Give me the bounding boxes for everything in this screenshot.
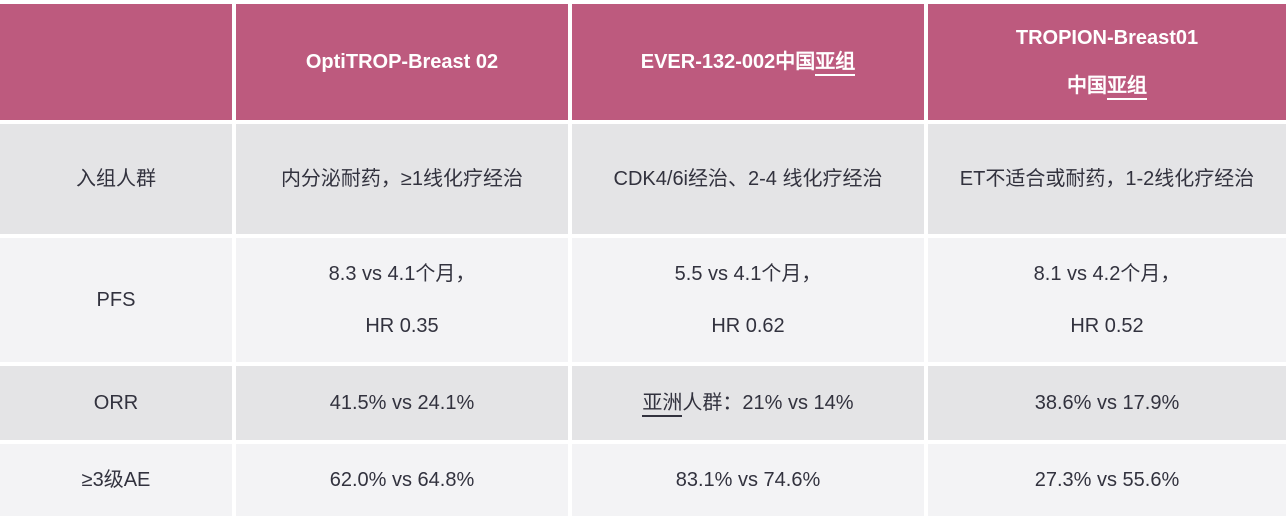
- header-tropion-line2: 中国亚组: [1067, 62, 1147, 110]
- row-pfs-label: PFS: [96, 289, 136, 311]
- row-orr-label-cell: ORR: [0, 366, 232, 440]
- header-blank-cell: [0, 4, 232, 120]
- row-ae-label-cell: ≥3级AE: [0, 444, 232, 516]
- population-ever-value: CDK4/6i经治、2-4 线化疗经治: [613, 168, 883, 190]
- row-population-label-cell: 入组人群: [0, 124, 232, 234]
- orr-tropion-value: 38.6% vs 17.9%: [1034, 392, 1180, 414]
- orr-optitrop-cell: 41.5% vs 24.1%: [236, 366, 568, 440]
- population-optitrop-cell: 内分泌耐药，≥1线化疗经治: [236, 124, 568, 234]
- ae-ever-cell: 83.1% vs 74.6%: [572, 444, 924, 516]
- ae-ever-value: 83.1% vs 74.6%: [675, 469, 821, 491]
- pfs-tropion-line1: 8.1 vs 4.2个月，: [1033, 263, 1181, 285]
- header-tropion: TROPION-Breast01 中国亚组: [928, 4, 1286, 120]
- ae-tropion-value: 27.3% vs 55.6%: [1034, 469, 1180, 491]
- pfs-tropion-line2: HR 0.52: [1070, 315, 1144, 337]
- pfs-tropion-cell: 8.1 vs 4.2个月， HR 0.52: [928, 238, 1286, 362]
- ae-optitrop-cell: 62.0% vs 64.8%: [236, 444, 568, 516]
- row-population-label: 入组人群: [76, 168, 156, 190]
- header-ever: EVER-132-002中国亚组: [572, 4, 924, 120]
- pfs-optitrop-line2: HR 0.35: [365, 315, 439, 337]
- row-pfs-label-cell: PFS: [0, 238, 232, 362]
- header-ever-label: EVER-132-002中国亚组: [641, 38, 856, 86]
- header-optitrop-label: OptiTROP-Breast 02: [305, 51, 499, 73]
- pfs-ever-line1: 5.5 vs 4.1个月，: [674, 263, 822, 285]
- header-ever-underlined-text: 亚组: [815, 51, 856, 76]
- orr-ever-cell: 亚洲人群：21% vs 14%: [572, 366, 924, 440]
- pfs-optitrop-cell: 8.3 vs 4.1个月， HR 0.35: [236, 238, 568, 362]
- trial-comparison-table: OptiTROP-Breast 02 EVER-132-002中国亚组 TROP…: [0, 4, 1286, 516]
- orr-ever-underlined-text: 亚洲: [642, 392, 683, 417]
- population-tropion-value: ET不适合或耐药，1-2线化疗经治: [959, 168, 1255, 190]
- orr-tropion-cell: 38.6% vs 17.9%: [928, 366, 1286, 440]
- ae-optitrop-value: 62.0% vs 64.8%: [329, 469, 475, 491]
- population-ever-cell: CDK4/6i经治、2-4 线化疗经治: [572, 124, 924, 234]
- header-tropion-line1: TROPION-Breast01: [1015, 27, 1199, 49]
- pfs-ever-cell: 5.5 vs 4.1个月， HR 0.62: [572, 238, 924, 362]
- header-tropion-underlined-text: 亚组: [1107, 75, 1147, 100]
- population-tropion-cell: ET不适合或耐药，1-2线化疗经治: [928, 124, 1286, 234]
- pfs-ever-line2: HR 0.62: [711, 315, 785, 337]
- orr-ever-value: 亚洲人群：21% vs 14%: [642, 377, 854, 429]
- row-ae-label: ≥3级AE: [81, 469, 151, 491]
- header-optitrop: OptiTROP-Breast 02: [236, 4, 568, 120]
- population-optitrop-value: 内分泌耐药，≥1线化疗经治: [280, 168, 524, 190]
- row-orr-label: ORR: [93, 392, 139, 414]
- orr-optitrop-value: 41.5% vs 24.1%: [329, 392, 475, 414]
- ae-tropion-cell: 27.3% vs 55.6%: [928, 444, 1286, 516]
- pfs-optitrop-line1: 8.3 vs 4.1个月，: [328, 263, 476, 285]
